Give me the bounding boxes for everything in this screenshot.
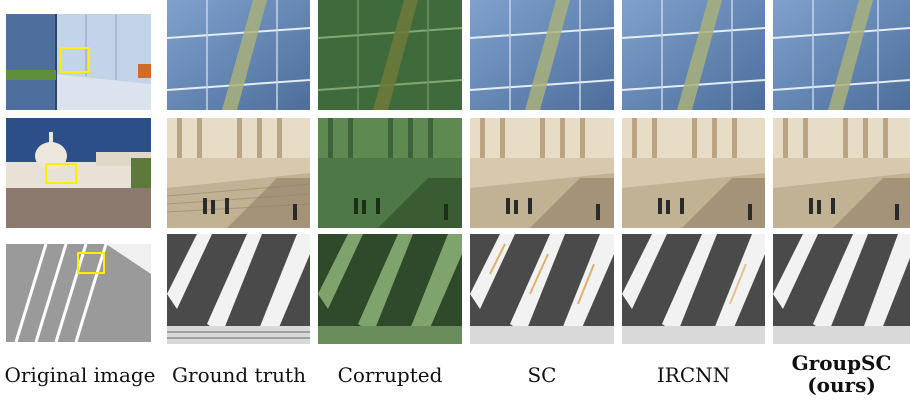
original-image-row3 bbox=[6, 244, 151, 342]
caption-sc: SC bbox=[527, 363, 557, 387]
ground-truth-row1 bbox=[167, 0, 310, 110]
caption-ircnn: IRCNN bbox=[656, 363, 731, 387]
sc-row3 bbox=[470, 234, 614, 344]
groupsc-row3 bbox=[773, 234, 910, 344]
original-image-row2 bbox=[6, 118, 151, 228]
caption-ground-truth: Ground truth bbox=[172, 363, 306, 387]
groupsc-row1 bbox=[773, 0, 910, 110]
caption-corrupted: Corrupted bbox=[337, 363, 443, 387]
ground-truth-row3 bbox=[167, 234, 310, 344]
ircnn-row2 bbox=[622, 118, 765, 228]
corrupted-row1 bbox=[318, 0, 462, 110]
caption-groupsc-line1: GroupSC bbox=[791, 351, 892, 375]
sc-row2 bbox=[470, 118, 614, 228]
groupsc-row2 bbox=[773, 118, 910, 228]
caption-groupsc: GroupSC (ours) bbox=[773, 352, 910, 396]
corrupted-row2 bbox=[318, 118, 462, 228]
ircnn-row3 bbox=[622, 234, 765, 344]
caption-original-image: Original image bbox=[4, 363, 156, 387]
sc-row1 bbox=[470, 0, 614, 110]
caption-groupsc-line2: (ours) bbox=[807, 373, 876, 397]
ircnn-row1 bbox=[622, 0, 765, 110]
ground-truth-row2 bbox=[167, 118, 310, 228]
original-image-row1 bbox=[6, 14, 151, 110]
corrupted-row3 bbox=[318, 234, 462, 344]
